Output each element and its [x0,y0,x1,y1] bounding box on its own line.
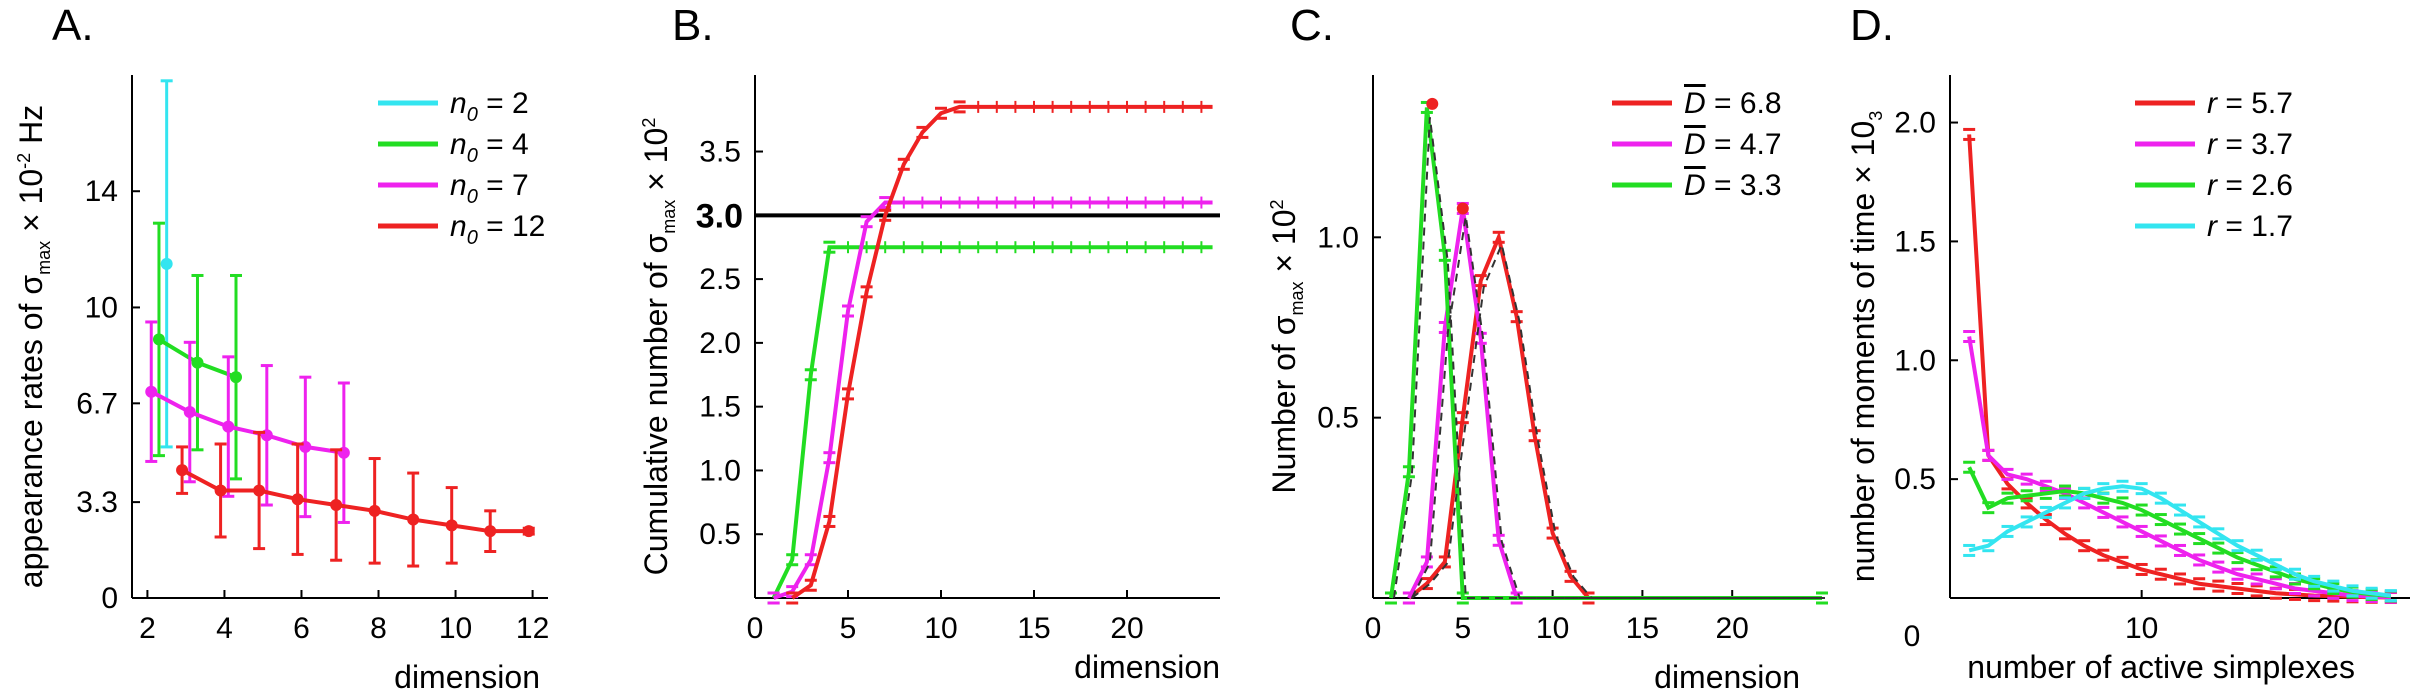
panel-b-y-tick-label: 2.0 [699,327,741,360]
panel-c-series-line [1407,230,1822,600]
panel-c-x-axis-label: dimension [1654,659,1800,693]
panel-b-series-line [772,200,1213,600]
panel-a-legend-entry: n0 = 4 [450,128,529,167]
panel-b-y-tick-label: 2.5 [699,263,741,296]
panel-d-label: D. [1850,1,1894,50]
panel-b-y-tick-label: 1.0 [699,454,741,487]
panel-a-data-point [368,504,381,517]
panel-a-data-point [222,420,235,433]
panel-a-data-point [445,519,458,532]
panel-a-data-point [183,406,196,419]
panel-d-y-tick-label: 0.5 [1894,463,1936,496]
panel-b-y-tick-label: 3.5 [699,136,741,169]
panel-d-x-axis-label: number of active simplexes [1967,649,2355,685]
panel-c-y-tick-label: 1.0 [1317,221,1359,254]
panel-d-series-line [1968,484,2392,598]
panel-a-data-point [291,493,304,506]
panel-a-data-point [484,525,497,538]
panel-c-x-tick-label: 20 [1716,612,1749,645]
panel-a-legend-entry: n0 = 7 [450,169,529,208]
panel-a-x-tick-label: 12 [516,612,549,645]
panel-b-series-line [771,245,1213,599]
panel-a-data-point [330,499,343,512]
panel-d-legend-entry: r = 1.7 [2207,210,2293,243]
panel-b-reference-label: 3.0 [696,197,743,235]
panel-d-origin-label: 0 [1904,620,1921,653]
panel-a-data-point [522,525,535,538]
panel-c-label: C. [1290,1,1334,50]
panel-a-data-point [145,385,158,398]
panel-a-x-tick-label: 10 [439,612,472,645]
panel-c-legend-entry: D = 4.7 [1684,128,1782,161]
panel-a-data-point [230,371,242,384]
panel-b-x-tick-label: 15 [1017,612,1050,645]
panel-a-legend-entry: n0 = 12 [450,210,545,249]
panel-a-label: A. [52,1,94,50]
panel-a-y-tick-label: 3.3 [76,486,118,519]
panel-a-x-axis-label: dimension [394,659,540,693]
panel-a-y-tick-label: 10 [85,291,118,324]
panel-a-data-point [214,484,227,497]
panel-b-y-tick-label: 0.5 [699,518,741,551]
panel-c-x-tick-label: 5 [1454,612,1471,645]
panel-a-data-point [253,484,266,497]
panel-a-y-tick-label: 0 [101,582,118,615]
panel-c-legend-entry: D = 3.3 [1684,169,1782,202]
panel-b-label: B. [672,1,714,50]
panel-d-series-line [1967,466,2392,599]
panel-d-y-tick-label: 1.5 [1894,225,1936,258]
panel-a-data-point [407,513,420,526]
panel-d-legend-entry: r = 2.6 [2207,169,2293,202]
panel-a-data-point [152,333,165,346]
panel-c-fit-line [1392,117,1825,599]
panel-c-x-tick-label: 15 [1626,612,1659,645]
panel-a-series-line [150,389,345,455]
panel-d-y-axis-label: number of moments of time × 103 [1845,111,1886,583]
panel-a-legend-entry: n0 = 2 [450,87,529,126]
panel-a-x-tick-label: 2 [139,612,156,645]
panel-a-series-line [181,468,529,534]
panel-c-series-line [1407,208,1822,600]
panel-c-x-tick-label: 10 [1536,612,1569,645]
panel-a-y-tick-label: 14 [85,175,118,208]
panel-b-x-tick-label: 0 [747,612,764,645]
panel-a-x-tick-label: 6 [293,612,310,645]
panel-d-legend-entry: r = 5.7 [2207,87,2293,120]
panel-a-y-axis-label: appearance rates of σmax × 10-2 Hz [13,105,54,588]
panel-b-y-tick-label: 1.5 [699,391,741,424]
panel-a-data-point [191,356,204,369]
panel-c-legend-entry: D = 6.8 [1684,87,1782,120]
panel-a-y-tick-label: 6.7 [76,387,118,420]
panel-d-y-tick-label: 2.0 [1894,107,1936,140]
panel-a-x-tick-label: 8 [370,612,387,645]
panel-c-y-axis-label: Number of σmax × 102 [1266,199,1307,493]
panel-b-x-tick-label: 20 [1110,612,1143,645]
panel-c-y-tick-label: 0.5 [1317,402,1359,435]
panel-c-x-tick-label: 0 [1365,612,1382,645]
panel-b-series-line [791,104,1213,600]
panel-c-peak-marker [1426,97,1439,110]
panel-b-x-tick-label: 5 [840,612,857,645]
panel-a-data-point [176,464,189,477]
panel-b-y-axis-label: Cumulative number of σmax × 102 [638,118,679,576]
panel-b-x-axis-label: dimension [1074,649,1220,685]
panel-d-x-tick-label: 10 [2125,612,2158,645]
panel-d-legend-entry: r = 3.7 [2207,128,2293,161]
panel-d-x-tick-label: 20 [2317,612,2350,645]
panel-c-fit-line [1411,241,1825,599]
panel-b-x-tick-label: 10 [924,612,957,645]
panel-c-fit-line [1411,216,1825,599]
panel-a-data-point [160,257,173,270]
panel-d-series-line [1967,336,2391,600]
panel-d-y-tick-label: 1.0 [1894,344,1936,377]
panel-c-peak-marker [1456,202,1469,215]
panel-a-x-tick-label: 4 [216,612,233,645]
